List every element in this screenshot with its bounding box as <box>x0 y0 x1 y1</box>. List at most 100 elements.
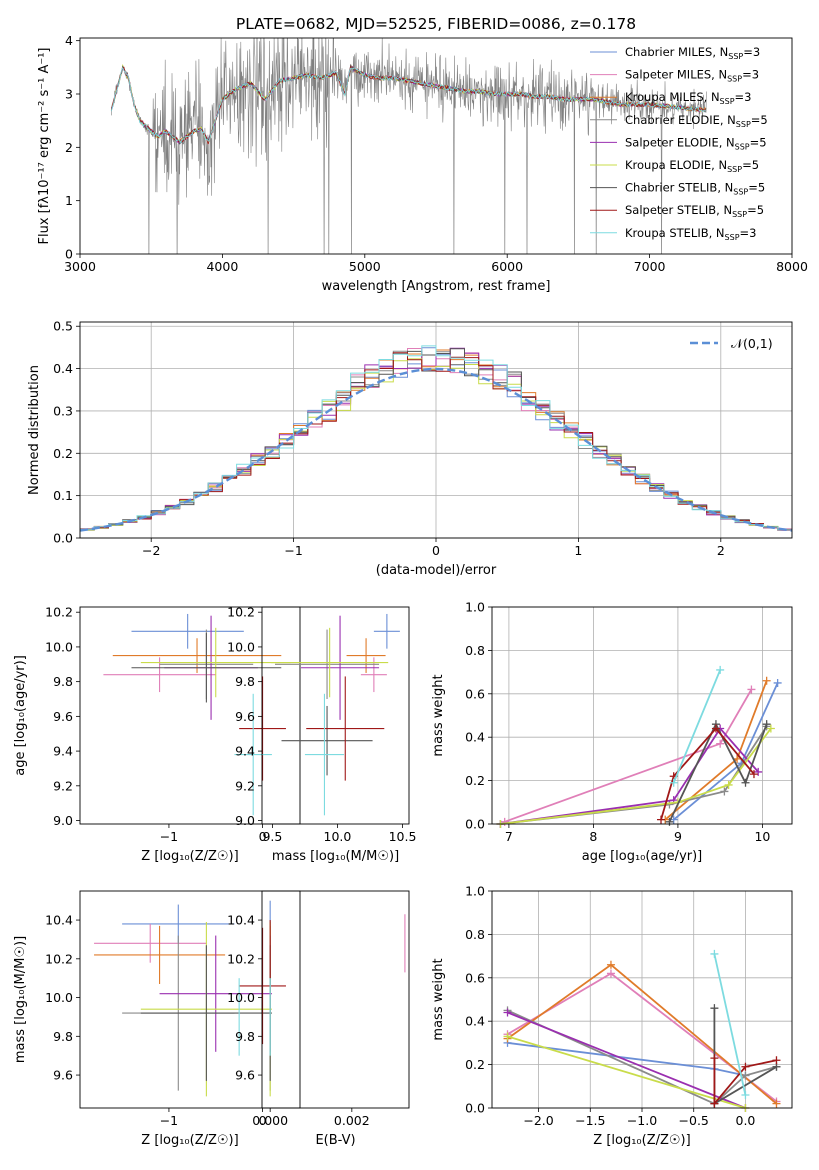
plot-frame <box>79 321 793 539</box>
axes-mass_vs_ebv: 0.000 0.002 9.6 9.8 10.0 10.2 10.4 E(B-V) <box>227 890 410 1148</box>
y-tick-label: 0.2 <box>465 773 485 788</box>
y-tick-label: 9.8 <box>53 674 73 689</box>
plot-frame <box>79 606 301 825</box>
x-axis-label: mass [log₁₀(M/M☉)] <box>272 849 399 864</box>
y-tick-label: 1.0 <box>465 884 485 899</box>
weight-marker <box>754 767 763 776</box>
weight-marker <box>606 960 615 969</box>
x-tick-label: −1.5 <box>575 1113 605 1128</box>
weight-marker <box>503 1008 512 1017</box>
axes-spectrum: 3000 4000 5000 6000 7000 8000 0 1 2 3 4 wavelength … <box>37 33 808 294</box>
x-tick-label: 3000 <box>64 259 96 274</box>
weight-marker <box>773 678 782 687</box>
y-tick-label: 9.4 <box>53 744 73 759</box>
y-tick-label: 0.0 <box>53 531 73 546</box>
weight-marker <box>766 724 775 733</box>
normal-curve <box>79 367 793 532</box>
weight-line <box>504 689 753 823</box>
y-tick-label: 0.0 <box>465 1101 485 1116</box>
weight-marker <box>741 1062 750 1071</box>
y-tick-label: 1 <box>65 193 73 208</box>
axes-mass_weight_vs_Z: −2.0 −1.5 −1.0 −0.5 0.0 0.0 0.2 0.4 0.6 0.8 1.0 Z [… <box>431 884 793 1148</box>
x-tick-label: 6000 <box>491 259 523 274</box>
x-axis-label: Z [log₁₀(Z/Z☉)] <box>141 849 238 864</box>
y-tick-label: 2 <box>65 140 73 155</box>
legend-label: Chabrier MILES, NSSP=3 <box>625 45 760 61</box>
weight-marker <box>711 724 720 733</box>
y-tick-label: 9.4 <box>235 744 255 759</box>
weight-line <box>660 727 755 820</box>
x-axis-label: Z [log₁₀(Z/Z☉)] <box>141 1133 238 1148</box>
y-tick-label: 0.5 <box>53 319 73 334</box>
y-tick-label: 0.1 <box>53 488 73 503</box>
y-tick-label: 10.4 <box>227 913 255 928</box>
y-tick-label: 9.2 <box>235 778 255 793</box>
figure-title: PLATE=0682, MJD=52525, FIBERID=0086, z=0… <box>236 15 636 33</box>
x-tick-label: 0 <box>259 1113 267 1128</box>
legend-label: Kroupa MILES, NSSP=3 <box>625 90 751 106</box>
x-tick-label: −1.0 <box>627 1113 657 1128</box>
x-axis-label: wavelength [Angstrom, rest frame] <box>322 279 551 294</box>
spectrum-data <box>110 38 707 254</box>
legend-label: 𝒩(0,1) <box>731 336 773 351</box>
y-tick-label: 10.4 <box>45 913 73 928</box>
y-tick-label: 0.0 <box>465 817 485 832</box>
legend-label: Salpeter MILES, NSSP=3 <box>625 68 759 84</box>
y-axis-label: Flux [fλ10⁻¹⁷ erg cm⁻² s⁻¹ A⁻¹] <box>37 48 52 245</box>
errorbar-data <box>271 613 400 816</box>
weight-line <box>507 1009 777 1105</box>
y-axis-label: Normed distribution <box>27 365 42 495</box>
spectrum-legend: Chabrier MILES, NSSP=3 Salpeter MILES, NS… <box>590 45 768 242</box>
axes-mass_weight_vs_age: 7 8 9 10 0.0 0.2 0.4 0.6 0.8 1.0 age [log₁₀(age/yr… <box>431 600 793 864</box>
plot-frame <box>261 606 410 825</box>
x-tick-label: 7 <box>505 829 513 844</box>
weight-marker <box>762 676 771 685</box>
y-tick-label: 0.6 <box>465 686 485 701</box>
y-axis-label: age [log₁₀(age/yr)] <box>13 655 28 776</box>
y-tick-label: 9.0 <box>235 813 255 828</box>
x-tick-label: 10 <box>754 829 770 844</box>
plot-frame <box>491 606 793 825</box>
axes-age_vs_Z: −1 0 9.0 9.2 9.4 9.6 9.8 10.0 10.2 Z [log₁₀(Z/Z☉)… <box>13 605 301 864</box>
y-tick-label: 10.0 <box>45 990 73 1005</box>
y-tick-label: 9.6 <box>235 709 255 724</box>
errorbar-data <box>103 613 291 816</box>
weight-marker <box>741 778 750 787</box>
y-tick-label: 10.0 <box>45 639 73 654</box>
x-tick-label: −2 <box>142 543 160 558</box>
weight-marker <box>741 1071 750 1080</box>
x-tick-label: 1 <box>574 543 582 558</box>
plot-frame <box>261 890 410 1109</box>
weight-marker <box>772 1099 781 1108</box>
model-line-kroupa-stelib <box>110 66 707 144</box>
x-tick-label: −0.5 <box>679 1113 709 1128</box>
y-tick-label: 9.6 <box>53 1068 73 1083</box>
legend-label: Kroupa ELODIE, NSSP=5 <box>625 158 759 174</box>
weight-marker <box>762 720 771 729</box>
x-tick-label: −1 <box>160 1113 178 1128</box>
axes-mass_vs_Z: −1 0 9.6 9.8 10.0 10.2 10.4 Z [log₁₀(Z/Z☉)] mass… <box>13 890 301 1148</box>
observed-spectrum-line <box>111 38 707 254</box>
x-tick-label: −1 <box>284 543 302 558</box>
y-tick-label: 0 <box>65 247 73 262</box>
y-tick-label: 3 <box>65 87 73 102</box>
y-tick-label: 0.4 <box>465 730 485 745</box>
plot-frame <box>79 37 793 255</box>
x-tick-label: 9 <box>674 829 682 844</box>
x-axis-label: Z [log₁₀(Z/Z☉)] <box>593 1133 690 1148</box>
weight-line <box>500 727 772 825</box>
weight-line <box>713 953 747 1096</box>
weight-marker <box>716 739 725 748</box>
weight-marker <box>741 1090 750 1099</box>
weight-line <box>713 1058 777 1107</box>
x-tick-label: 10.5 <box>389 829 417 844</box>
y-tick-label: 0.8 <box>465 927 485 942</box>
y-tick-label: 10.2 <box>227 951 255 966</box>
x-axis-label: E(B-V) <box>315 1133 355 1148</box>
y-tick-label: 10.0 <box>227 639 255 654</box>
weight-marker <box>710 1004 719 1013</box>
weight-marker <box>500 817 509 826</box>
weight-marker <box>749 770 758 779</box>
x-tick-label: 0.002 <box>334 1113 370 1128</box>
weight-line <box>668 722 768 823</box>
